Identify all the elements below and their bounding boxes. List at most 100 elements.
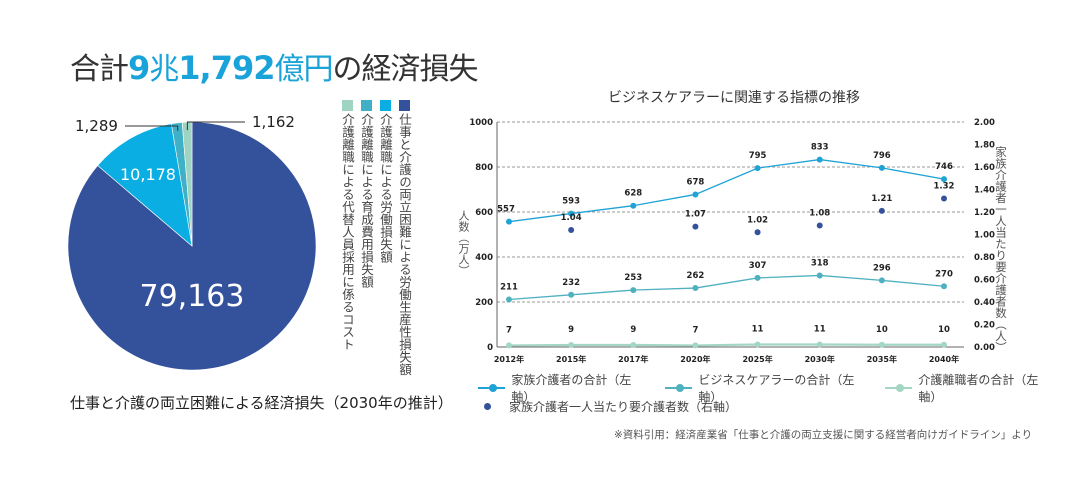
legend-marker xyxy=(665,384,693,392)
ratio-data-label: 1.02 xyxy=(747,215,768,225)
right-tick-label: 1.40 xyxy=(974,186,995,196)
legend-marker xyxy=(484,402,491,410)
pie-legend-item-1: 介護離職による労働損失額 xyxy=(378,100,393,376)
series-1-data-label: 296 xyxy=(873,263,891,273)
series-line-2 xyxy=(508,343,944,347)
right-tick-label: 1.20 xyxy=(974,208,995,218)
headline-num2: 1,792 xyxy=(178,49,275,87)
series-2-data-label: 11 xyxy=(814,325,826,335)
headline-unit2: 億円 xyxy=(274,52,333,87)
legend-row: 家族介護者の合計（左軸） ビジネスケアラーの合計（左軸） 介護離職者の合計（左軸） xyxy=(478,373,1072,404)
x-tick-label: 2035年 xyxy=(867,354,897,364)
pie-label-1: 10,178 xyxy=(120,165,176,184)
line-legend-item-3: 家族介護者一人当たり要介護者数（右軸） xyxy=(478,398,737,415)
pie-legend-item-3: 介護離職による代替人員採用に係るコスト xyxy=(340,100,355,376)
pie-chart: 79,163 10,178 1,289 1,162 xyxy=(67,113,317,371)
series-0-data-label: 557 xyxy=(497,205,515,215)
pie-label-0: 79,163 xyxy=(140,279,245,314)
series-2-data-label: 9 xyxy=(568,325,574,335)
series-1-point xyxy=(878,277,885,284)
right-tick-label: 2.00 xyxy=(974,118,995,128)
series-2-point xyxy=(754,341,761,348)
series-1-point xyxy=(941,283,947,290)
series-2-point xyxy=(630,341,637,348)
pie-leader-2 xyxy=(125,125,179,131)
series-2-data-label: 11 xyxy=(752,325,764,335)
legend-label: 介護離職による代替人員採用に係るコスト xyxy=(340,113,355,351)
x-tick-label: 2012年 xyxy=(494,354,524,364)
ratio-data-label: 1.21 xyxy=(871,194,892,204)
legend-label: 介護離職による労働損失額 xyxy=(378,113,393,263)
right-tick-label: 0.60 xyxy=(974,276,995,286)
x-tick-label: 2025年 xyxy=(742,354,772,364)
ratio-point xyxy=(878,207,885,214)
series-2-point xyxy=(941,341,947,348)
series-0-point xyxy=(568,210,575,217)
series-1-data-label: 262 xyxy=(687,271,705,281)
legend-label: ビジネスケアラーの合計（左軸） xyxy=(698,373,855,404)
right-tick-label: 0.40 xyxy=(974,298,995,308)
legend-marker xyxy=(478,384,506,392)
headline-total-loss: 合計9兆1,792億円の経済損失 xyxy=(70,44,478,88)
series-1-point xyxy=(568,291,575,298)
series-0-point xyxy=(941,176,947,183)
legend-label: 介護離職者の合計（左軸） xyxy=(918,373,1039,404)
series-1-point xyxy=(816,272,823,279)
line-legend-item-0: 家族介護者の合計（左軸） xyxy=(478,371,643,405)
pie-leader-3 xyxy=(186,121,245,131)
legend-swatch xyxy=(360,100,372,111)
series-0-point xyxy=(630,202,637,209)
series-2-point xyxy=(506,342,512,349)
series-0-point xyxy=(692,191,699,198)
pie-legend-item-0: 仕事と介護の両立困難による労働生産性損失額 xyxy=(397,100,412,376)
series-2-data-label: 9 xyxy=(630,325,636,335)
ratio-data-label: 1.32 xyxy=(934,182,955,192)
series-2-point xyxy=(878,341,885,348)
series-1-data-label: 253 xyxy=(624,273,642,283)
right-tick-label: 1.80 xyxy=(974,141,995,151)
ratio-point xyxy=(692,223,699,230)
right-tick-label: 0.00 xyxy=(974,343,995,353)
series-0-data-label: 628 xyxy=(624,189,642,199)
series-1-data-label: 307 xyxy=(749,261,767,271)
series-1-point xyxy=(754,274,761,281)
legend-label: 家族介護者一人当たり要介護者数（右軸） xyxy=(509,399,738,414)
series-1-point xyxy=(692,285,699,292)
x-tick-label: 2020年 xyxy=(680,354,710,364)
headline-suffix: の経済損失 xyxy=(332,52,478,87)
pie-legend: 仕事と介護の両立困難による労働生産性損失額 介護離職による労働損失額 介護離職による… xyxy=(340,100,412,376)
series-1-data-label: 232 xyxy=(562,278,580,288)
legend-label: 仕事と介護の両立困難による労働生産性損失額 xyxy=(397,113,412,376)
pie-caption: 仕事と介護の両立困難による経済損失（2030年の推計） xyxy=(70,394,453,412)
series-0-data-label: 833 xyxy=(811,143,829,153)
left-axis-label: 人数（万人） xyxy=(457,210,470,276)
pie-slice-1 xyxy=(97,123,193,247)
headline-unit1: 兆 xyxy=(149,52,179,87)
left-tick-label: 200 xyxy=(475,298,493,308)
series-1-data-label: 270 xyxy=(935,269,953,279)
legend-marker xyxy=(885,384,913,392)
ratio-point xyxy=(816,222,823,229)
series-1-data-label: 318 xyxy=(811,258,829,268)
headline-num1: 9 xyxy=(128,49,150,87)
pie-label-3: 1,162 xyxy=(252,113,295,131)
series-2-data-label: 10 xyxy=(938,325,950,335)
line-chart-title: ビジネスケアラーに関連する指標の推移 xyxy=(608,90,860,106)
series-2-point xyxy=(568,341,575,348)
series-0-data-label: 795 xyxy=(749,151,767,161)
ratio-point xyxy=(568,227,575,233)
series-0-point xyxy=(506,218,512,225)
x-tick-label: 2030年 xyxy=(805,354,835,364)
x-tick-label: 2015年 xyxy=(556,354,586,364)
legend-row: 家族介護者一人当たり要介護者数（右軸） xyxy=(478,397,1072,415)
right-axis-label: 家族介護者一人当たり要介護者数（人） xyxy=(994,146,1008,353)
series-0-data-label: 678 xyxy=(687,177,705,187)
left-tick-label: 600 xyxy=(475,208,493,218)
series-2-data-label: 10 xyxy=(876,325,888,335)
ratio-data-label: 1.08 xyxy=(809,209,830,219)
right-tick-label: 0.80 xyxy=(974,253,995,263)
legend-swatch xyxy=(398,100,410,111)
series-1-data-label: 211 xyxy=(500,283,518,293)
left-tick-label: 400 xyxy=(475,253,493,263)
